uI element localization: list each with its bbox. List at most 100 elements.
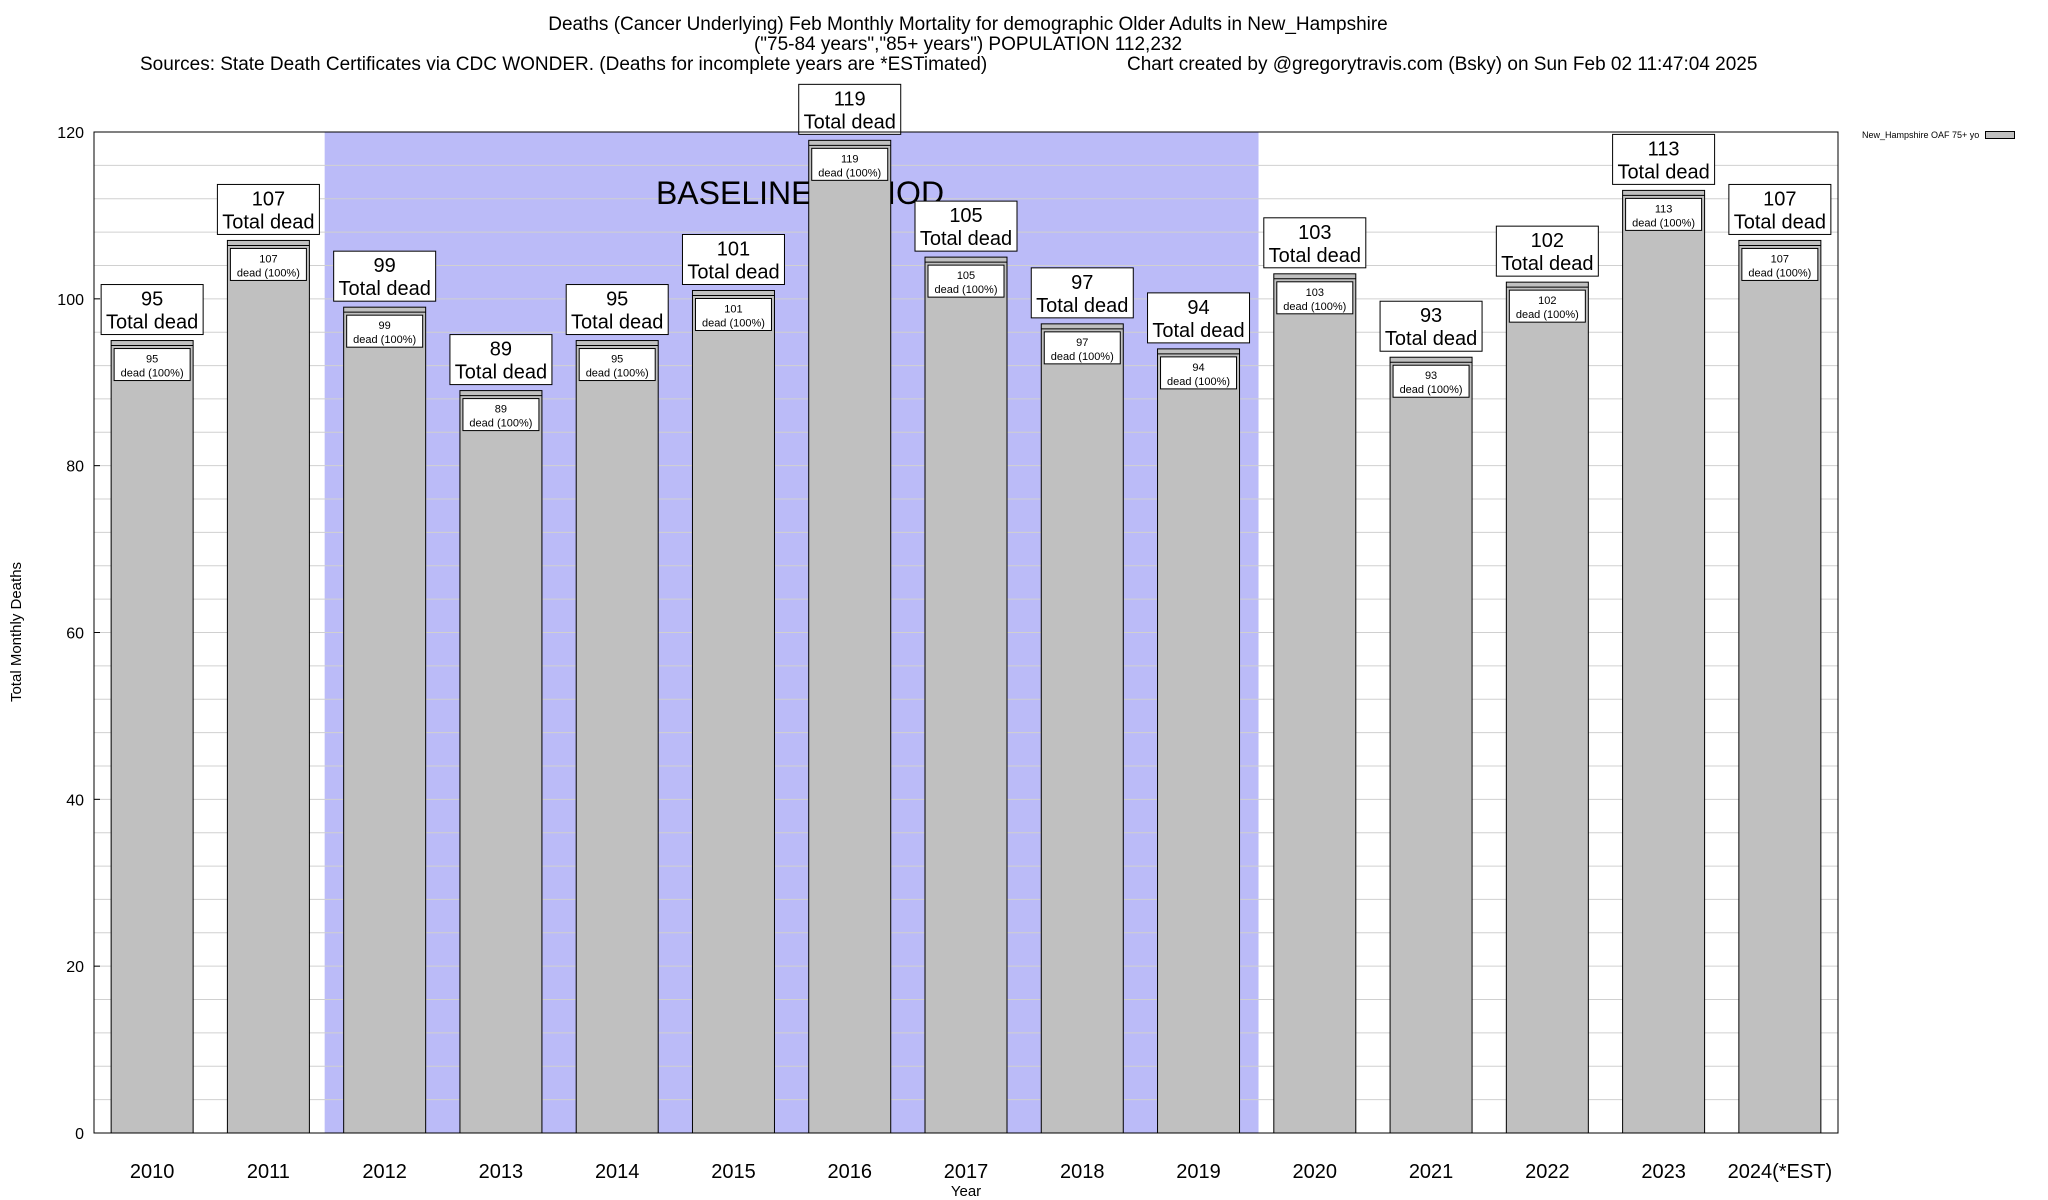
bar xyxy=(575,340,659,1134)
inner-label-box xyxy=(1392,364,1470,398)
inner-percent-label: dead (100%) xyxy=(1748,267,1811,279)
chart-title: Deaths (Cancer Underlying) Feb Monthly M… xyxy=(548,14,1388,35)
x-tick-label: 2017 xyxy=(944,1161,989,1183)
x-tick-label: 2015 xyxy=(711,1161,756,1183)
inner-percent-label: dead (100%) xyxy=(1516,309,1579,321)
inner-value-label: 93 xyxy=(1425,370,1437,382)
total-label-box xyxy=(681,233,785,285)
inner-percent-label: dead (100%) xyxy=(702,317,765,329)
inner-value-label: 101 xyxy=(724,303,742,315)
total-value-label: 95 xyxy=(606,289,628,311)
bar xyxy=(808,139,892,1134)
inner-value-label: 94 xyxy=(1192,362,1204,374)
total-dead-label: Total dead xyxy=(455,362,547,384)
bar xyxy=(924,256,1008,1134)
legend-label: New_Hampshire OAF 75+ yo xyxy=(1862,130,1980,140)
inner-label-box xyxy=(462,398,540,432)
bar xyxy=(459,390,543,1134)
inner-value-label: 119 xyxy=(841,153,859,165)
x-tick-label: 2014 xyxy=(595,1161,640,1183)
inner-label-box xyxy=(811,147,889,181)
total-label-box xyxy=(1030,267,1134,319)
total-dead-label: Total dead xyxy=(920,228,1012,250)
y-axis-label: Total Monthly Deaths xyxy=(8,562,25,702)
y-tick-label: 120 xyxy=(57,125,84,142)
inner-value-label: 103 xyxy=(1306,287,1324,299)
bar xyxy=(1040,323,1124,1134)
inner-percent-label: dead (100%) xyxy=(1400,384,1463,396)
bar xyxy=(1738,239,1822,1134)
inner-label-box xyxy=(1160,356,1238,390)
bar xyxy=(1273,273,1357,1134)
inner-percent-label: dead (100%) xyxy=(818,167,881,179)
inner-label-box xyxy=(694,297,772,331)
chart-sources: Sources: State Death Certificates via CD… xyxy=(140,54,988,75)
legend-swatch xyxy=(1985,131,2016,139)
total-dead-label: Total dead xyxy=(1617,161,1709,183)
total-value-label: 113 xyxy=(1648,138,1680,160)
inner-percent-label: dead (100%) xyxy=(469,418,532,430)
x-tick-label: 2019 xyxy=(1176,1161,1221,1183)
total-label-box xyxy=(565,284,669,336)
total-dead-label: Total dead xyxy=(571,312,663,334)
total-value-label: 95 xyxy=(141,289,163,311)
inner-percent-label: dead (100%) xyxy=(1051,351,1114,363)
bar xyxy=(1622,189,1706,1134)
total-label-box xyxy=(914,200,1018,252)
total-dead-label: Total dead xyxy=(1385,328,1477,350)
total-dead-label: Total dead xyxy=(339,278,431,300)
total-value-label: 94 xyxy=(1187,297,1209,319)
total-label-box xyxy=(449,334,553,386)
inner-percent-label: dead (100%) xyxy=(353,334,416,346)
x-tick-label: 2018 xyxy=(1060,1161,1105,1183)
x-tick-label: 2022 xyxy=(1525,1161,1570,1183)
total-label-box xyxy=(100,284,204,336)
y-tick-label: 100 xyxy=(57,292,84,309)
x-tick-label: 2024(*EST) xyxy=(1728,1161,1833,1183)
inner-value-label: 95 xyxy=(146,354,158,366)
bar xyxy=(1389,356,1473,1134)
y-tick-label: 40 xyxy=(66,792,84,809)
total-label-box xyxy=(333,250,437,302)
total-label-box xyxy=(1379,300,1483,352)
inner-label-box xyxy=(927,264,1005,298)
y-tick-label: 20 xyxy=(66,959,84,976)
inner-value-label: 99 xyxy=(379,320,391,332)
inner-percent-label: dead (100%) xyxy=(586,368,649,380)
x-tick-label: 2023 xyxy=(1641,1161,1686,1183)
total-dead-label: Total dead xyxy=(687,261,779,283)
total-label-box xyxy=(1147,292,1251,344)
inner-label-box xyxy=(1508,289,1586,323)
total-value-label: 107 xyxy=(1763,188,1796,210)
x-tick-label: 2011 xyxy=(247,1161,290,1183)
inner-value-label: 107 xyxy=(1771,253,1789,265)
plot-frame xyxy=(93,131,1839,1134)
x-tick-label: 2021 xyxy=(1409,1161,1454,1183)
bar xyxy=(110,340,194,1134)
inner-value-label: 105 xyxy=(957,270,975,282)
legend: New_Hampshire OAF 75+ yo xyxy=(1862,130,2016,140)
inner-value-label: 107 xyxy=(259,253,277,265)
bar xyxy=(226,239,310,1134)
x-tick-label: 2013 xyxy=(479,1161,524,1183)
inner-percent-label: dead (100%) xyxy=(1632,217,1695,229)
total-value-label: 102 xyxy=(1531,230,1564,252)
total-label-box xyxy=(798,83,902,135)
total-dead-label: Total dead xyxy=(804,111,896,133)
total-value-label: 107 xyxy=(252,188,285,210)
inner-label-box xyxy=(1625,197,1703,231)
total-label-box xyxy=(1612,133,1716,185)
bar xyxy=(1157,348,1241,1134)
bar xyxy=(691,289,775,1134)
total-dead-label: Total dead xyxy=(1501,253,1593,275)
baseline-label: BASELINE PERIOD xyxy=(656,175,944,211)
total-dead-label: Total dead xyxy=(1036,295,1128,317)
inner-label-box xyxy=(1043,331,1121,365)
inner-value-label: 95 xyxy=(611,354,623,366)
y-tick-label: 80 xyxy=(66,459,84,476)
total-dead-label: Total dead xyxy=(1734,211,1826,233)
x-tick-label: 2010 xyxy=(130,1161,175,1183)
total-label-box xyxy=(1263,217,1367,269)
inner-label-box xyxy=(1276,281,1354,315)
total-value-label: 97 xyxy=(1071,272,1093,294)
